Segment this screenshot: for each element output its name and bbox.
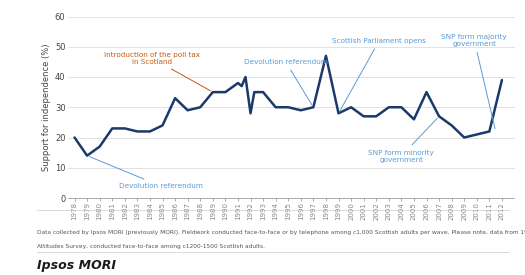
Text: ipsos: ipsos (483, 261, 501, 266)
Text: Introduction of the poll tax
in Scotland: Introduction of the poll tax in Scotland (104, 52, 211, 91)
Text: SNP form minority
government: SNP form minority government (369, 118, 437, 163)
Text: Devolution referendum: Devolution referendum (90, 157, 203, 189)
Text: Ipsos MORI: Ipsos MORI (37, 259, 116, 272)
Text: Devolution referendum: Devolution referendum (244, 59, 328, 105)
Text: Scottish Parliament opens: Scottish Parliament opens (332, 38, 426, 111)
Text: Attitudes Survey, conducted face-to-face among c1200-1500 Scottish adults.: Attitudes Survey, conducted face-to-face… (37, 244, 265, 249)
Y-axis label: Support for independence (%): Support for independence (%) (41, 43, 51, 171)
Text: SNP form majority
government: SNP form majority government (442, 34, 507, 129)
Text: Data collected by Ipsos MORI (previously MORI). Fieldwork conducted face-to-face: Data collected by Ipsos MORI (previously… (37, 230, 525, 235)
